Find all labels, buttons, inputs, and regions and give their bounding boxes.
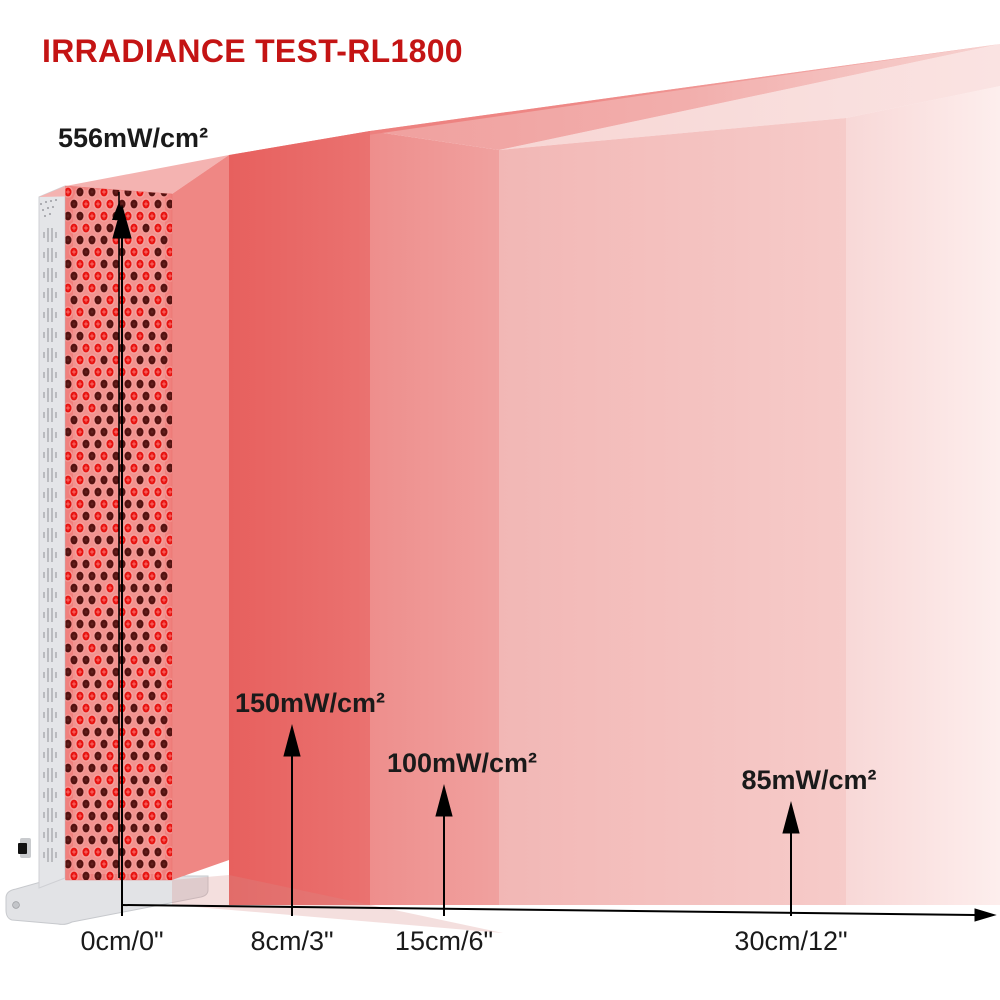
svg-text:IRRADIANCE TEST-RL1800: IRRADIANCE TEST-RL1800: [42, 33, 463, 69]
svg-text:150mW/cm²: 150mW/cm²: [235, 688, 385, 718]
svg-text:100mW/cm²: 100mW/cm²: [387, 748, 537, 778]
svg-text:15cm/6": 15cm/6": [395, 926, 493, 956]
svg-text:8cm/3": 8cm/3": [250, 926, 333, 956]
svg-text:30cm/12": 30cm/12": [734, 926, 847, 956]
svg-text:0cm/0": 0cm/0": [80, 926, 163, 956]
svg-text:85mW/cm²: 85mW/cm²: [741, 765, 876, 795]
svg-text:556mW/cm²: 556mW/cm²: [58, 123, 208, 153]
